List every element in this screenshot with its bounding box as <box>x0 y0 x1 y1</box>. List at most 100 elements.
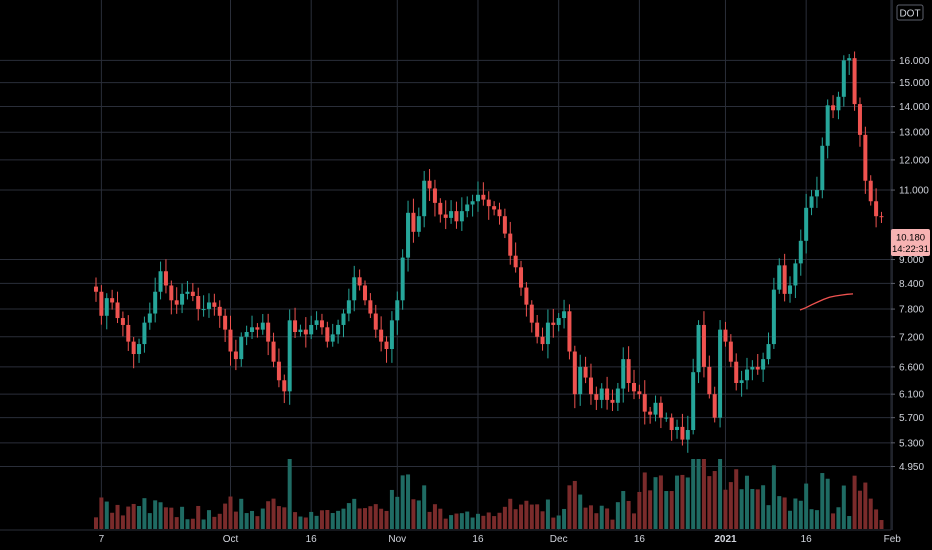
candle-body <box>190 291 195 296</box>
candle-body <box>389 320 394 350</box>
volume-bar <box>309 511 314 529</box>
candle-body <box>744 369 749 381</box>
y-tick-label: 11.000 <box>899 186 929 197</box>
candle-body <box>459 211 464 222</box>
y-tick-label: 8.400 <box>899 279 924 290</box>
volume-bar <box>529 504 534 529</box>
volume-bar <box>761 485 766 529</box>
volume-bar <box>357 508 362 529</box>
candle-body <box>761 359 766 370</box>
volume-bar <box>282 507 287 529</box>
volume-bar <box>669 491 674 529</box>
price-axis[interactable]: 16.000 15.000 14.000 13.000 12.000 11.000 9.00… <box>891 56 930 473</box>
candle-body <box>147 313 152 323</box>
volume-bar <box>223 503 228 529</box>
volume-bar <box>653 477 658 529</box>
volume-bar <box>750 488 755 529</box>
volume-bar <box>298 516 303 529</box>
x-tick-label: Feb <box>884 534 902 545</box>
candle-body <box>825 105 830 146</box>
volume-bar <box>228 496 233 529</box>
candle-body <box>163 271 168 286</box>
candle-body <box>142 322 147 345</box>
volume-bar <box>648 490 653 529</box>
y-tick-label: 9.000 <box>899 255 924 266</box>
candle-body <box>352 277 357 301</box>
volume-bar <box>126 506 131 529</box>
candle-body <box>223 315 228 330</box>
volume-bar <box>545 499 550 529</box>
volume-bar <box>712 471 717 529</box>
volume-bar <box>470 517 475 529</box>
candle-body <box>158 271 163 292</box>
volume-bar <box>632 513 636 529</box>
candle-body <box>529 304 534 323</box>
candle-body <box>562 311 567 319</box>
volume-bar <box>728 482 733 529</box>
volume-bar <box>271 498 276 529</box>
volume-bar <box>104 501 109 529</box>
candle-body <box>868 180 873 202</box>
volume-bar <box>508 498 513 529</box>
volume-bar <box>120 515 125 529</box>
candle-body <box>545 322 550 345</box>
volume-bar <box>879 520 884 529</box>
candle-body <box>201 309 206 311</box>
volume-bar <box>287 459 292 529</box>
moving-average-line <box>799 293 854 311</box>
candle-body <box>115 302 120 319</box>
volume-bar <box>153 500 158 529</box>
symbol-badge[interactable]: DOT <box>896 4 924 21</box>
volume-bar <box>99 497 104 529</box>
candle-body <box>492 206 497 210</box>
candle-body <box>621 359 626 389</box>
candle-body <box>363 285 367 301</box>
candle-body <box>857 104 862 135</box>
candle-body <box>373 313 378 330</box>
volume-bar <box>379 508 384 529</box>
candle-body <box>384 341 389 350</box>
candle-body <box>852 58 857 105</box>
volume-bar <box>244 513 249 529</box>
candle-body <box>777 265 782 290</box>
x-tick-label: 16 <box>472 534 484 545</box>
candle-body <box>131 341 136 355</box>
volume-bar <box>847 516 852 529</box>
volume-bar <box>605 508 610 529</box>
candle-body <box>841 60 846 97</box>
candle-body <box>110 298 115 303</box>
last-price-label-box <box>891 229 930 256</box>
volume-bar <box>400 475 405 529</box>
volume-bar <box>336 510 341 529</box>
candle-body <box>422 180 427 217</box>
candle-body <box>701 324 706 367</box>
candle-body <box>863 134 868 181</box>
candles[interactable] <box>94 51 884 453</box>
volume-bar <box>250 510 255 529</box>
x-tick-label: 2021 <box>714 534 737 545</box>
x-tick-label: 7 <box>99 534 105 545</box>
volume-bar <box>406 474 411 529</box>
volume-bar <box>459 513 464 529</box>
candle-body <box>319 320 324 328</box>
volume-bar <box>497 512 502 529</box>
y-tick-label: 13.000 <box>899 128 930 139</box>
volume-bar <box>502 506 507 529</box>
candle-body <box>648 411 653 415</box>
candle-body <box>820 145 825 191</box>
candle-body <box>653 402 658 415</box>
candle-body <box>314 320 319 325</box>
candle-body <box>583 366 588 378</box>
candle-body <box>287 320 292 392</box>
time-axis[interactable]: 7Oct16Nov16Dec16202116FebMar16Apr <box>99 534 932 545</box>
volume-bar <box>691 459 696 529</box>
candle-body <box>739 380 744 384</box>
volume-bar <box>217 513 222 529</box>
candle-body <box>793 263 798 286</box>
candle-body <box>406 212 411 258</box>
candle-body <box>680 426 685 440</box>
candle-body <box>766 344 771 360</box>
candle-body <box>847 58 852 61</box>
volume-bar <box>841 485 846 529</box>
